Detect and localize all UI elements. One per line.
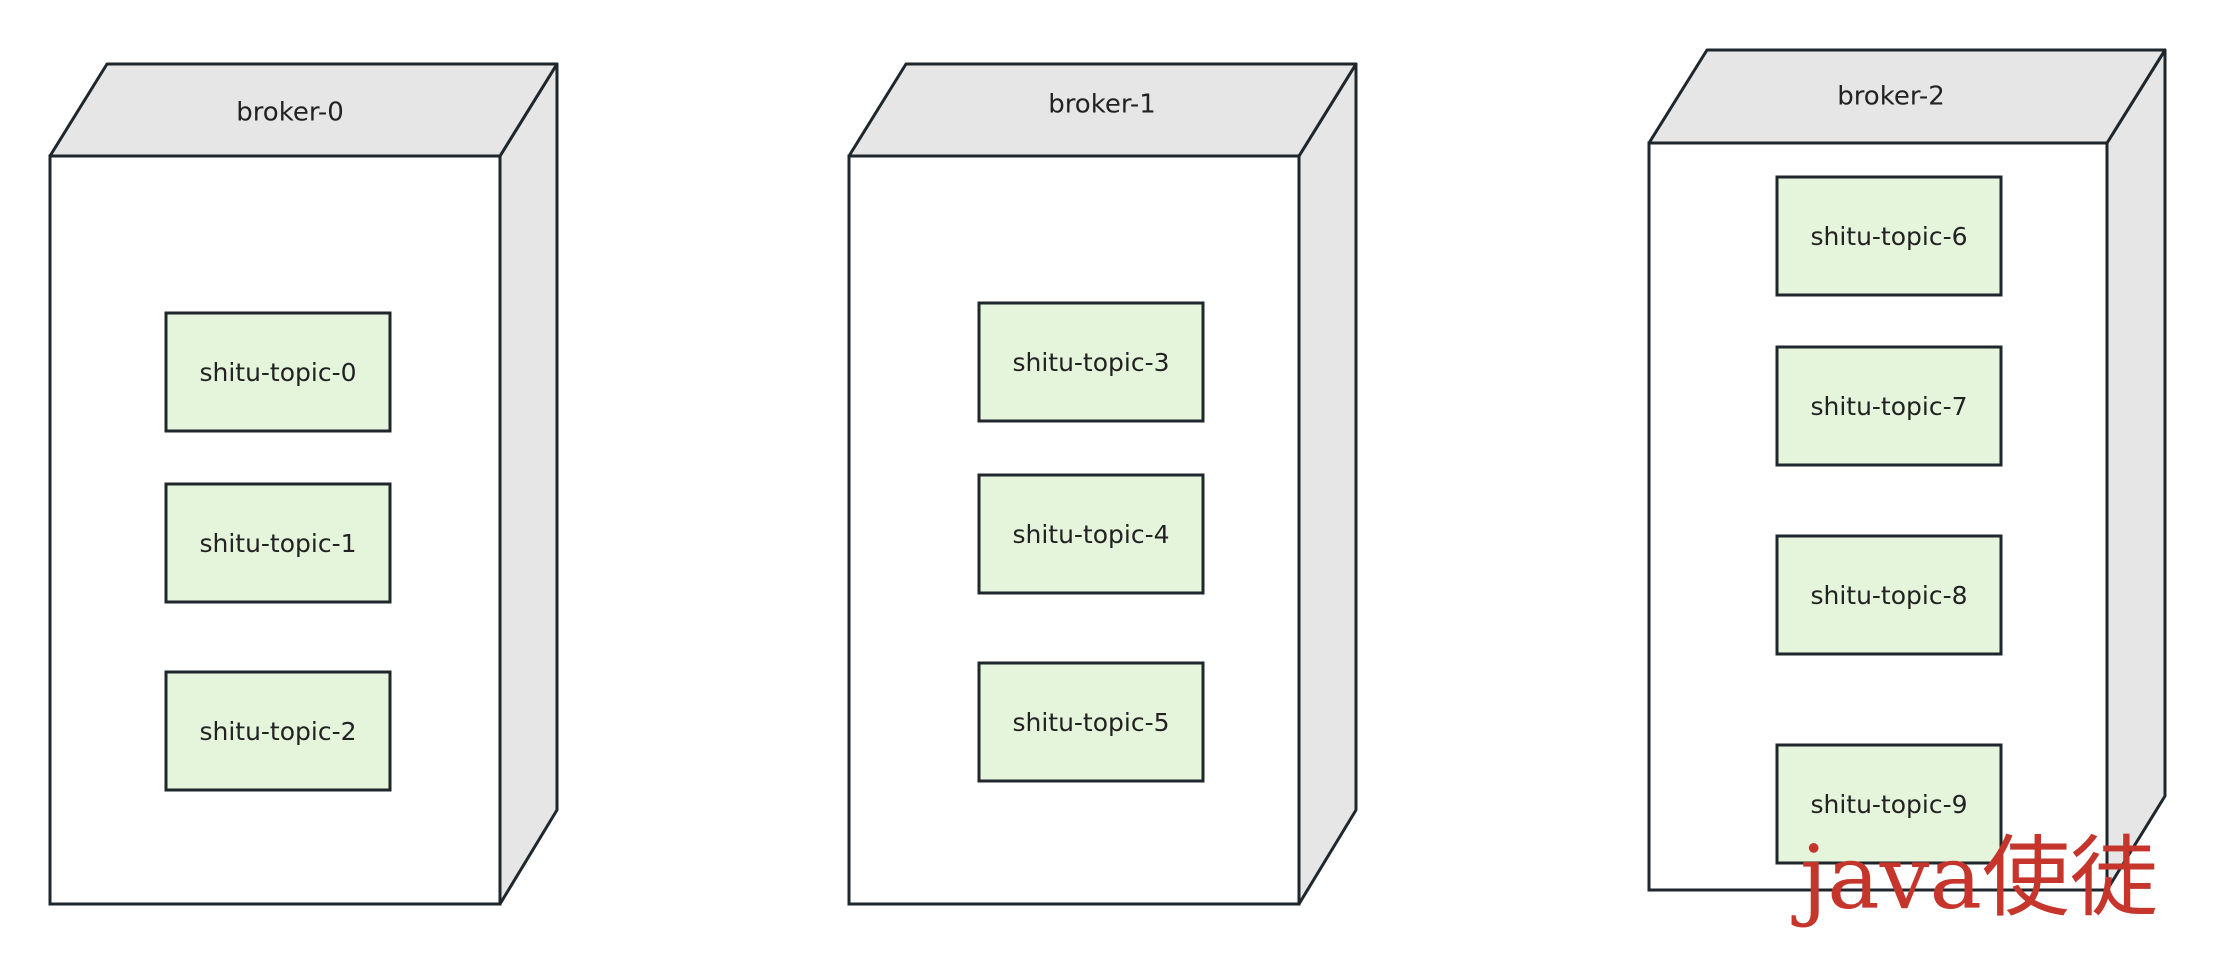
topic-label: shitu-topic-9	[1810, 790, 1967, 819]
topic-label: shitu-topic-7	[1810, 392, 1967, 421]
broker-side-face	[498, 62, 559, 906]
topic-box: shitu-topic-7	[1775, 345, 2003, 467]
topic-box: shitu-topic-2	[164, 670, 392, 792]
topic-box: shitu-topic-5	[977, 661, 1205, 783]
topic-box: shitu-topic-3	[977, 301, 1205, 423]
topic-label: shitu-topic-4	[1012, 520, 1169, 549]
topic-box: shitu-topic-1	[164, 482, 392, 604]
topic-box: shitu-topic-6	[1775, 175, 2003, 297]
topic-label: shitu-topic-1	[199, 529, 356, 558]
topic-label: shitu-topic-6	[1810, 222, 1967, 251]
topic-label: shitu-topic-8	[1810, 581, 1967, 610]
broker-side-face	[2105, 48, 2167, 892]
broker-side-face	[1297, 62, 1358, 906]
topic-box: shitu-topic-0	[164, 311, 392, 433]
topic-box: shitu-topic-9	[1775, 743, 2003, 865]
topic-label: shitu-topic-3	[1012, 348, 1169, 377]
topic-box: shitu-topic-4	[977, 473, 1205, 595]
broker-label: broker-2	[1837, 82, 1945, 112]
broker-label: broker-1	[1048, 90, 1156, 120]
watermark-text: java使徒	[1791, 826, 2158, 929]
broker-node-1: broker-1 shitu-topic-3 shitu-topic-4 shi…	[847, 62, 1358, 906]
topic-label: shitu-topic-5	[1012, 708, 1169, 737]
broker-node-0: broker-0 shitu-topic-0 shitu-topic-1 shi…	[48, 62, 559, 906]
topic-box: shitu-topic-8	[1775, 534, 2003, 656]
broker-node-2: broker-2 shitu-topic-6 shitu-topic-7 shi…	[1647, 48, 2167, 892]
broker-label: broker-0	[236, 98, 344, 128]
topic-label: shitu-topic-2	[199, 717, 356, 746]
topic-label: shitu-topic-0	[199, 358, 356, 387]
